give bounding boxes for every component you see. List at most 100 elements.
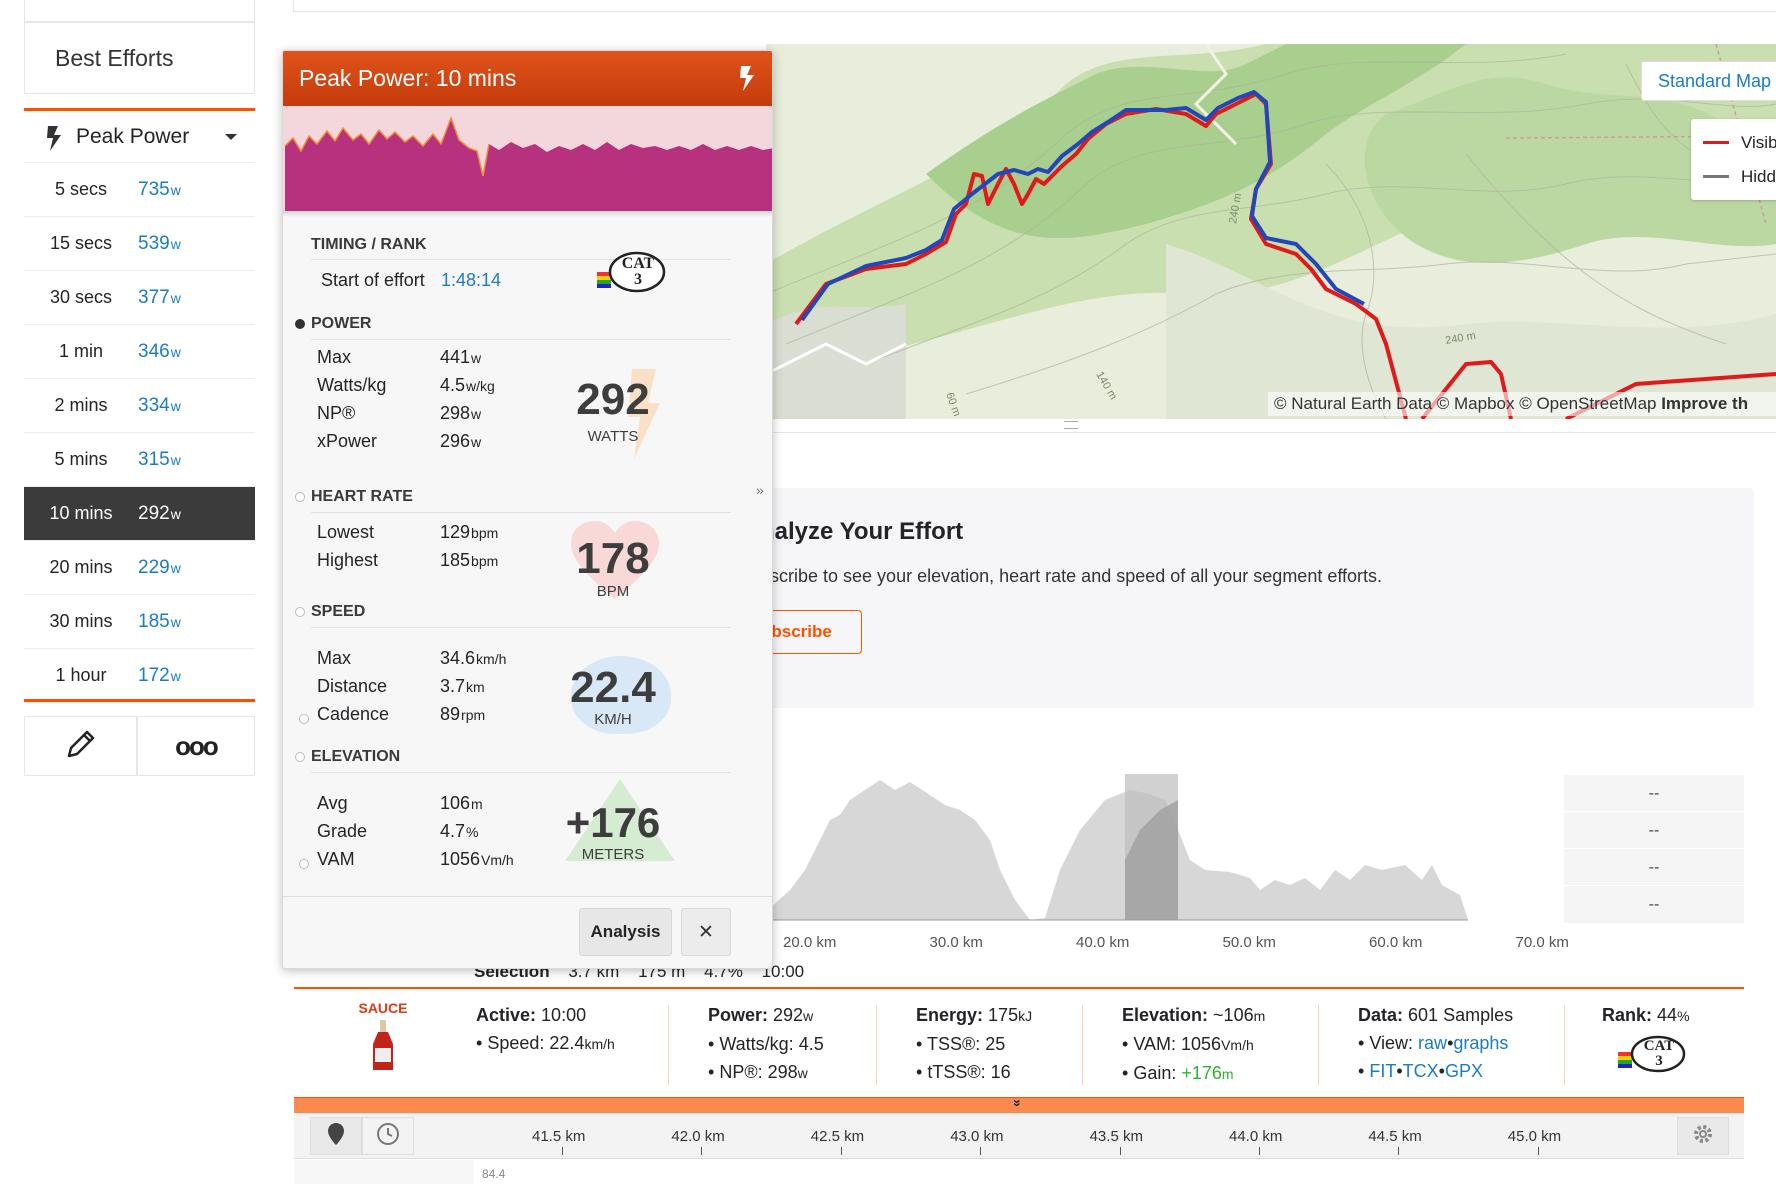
power-big-unit: WATTS <box>587 428 639 445</box>
hr-metric-label: Lowest <box>317 522 375 542</box>
route-map[interactable]: 240 m 240 m 140 m 60 m Standard Map Visi… <box>766 44 1776 419</box>
metric-unit: w <box>471 434 482 450</box>
peak-power-row[interactable]: 2 mins 334w <box>24 379 255 433</box>
elevation-series-dot[interactable] <box>295 752 305 762</box>
timeline-collapse-bar[interactable]: » <box>294 1097 1744 1113</box>
power-metric-label: NP® <box>317 403 356 423</box>
speed-metric-label: Cadence <box>317 704 390 724</box>
elevation-x-tick: 30.0 km <box>929 934 983 951</box>
peak-power-row[interactable]: 5 secs 735w <box>24 163 255 217</box>
elev-metric-value: 1056Vm/h <box>440 849 514 870</box>
standard-map-button[interactable]: Standard Map <box>1641 61 1776 101</box>
edit-button[interactable] <box>24 716 137 776</box>
analyze-effort-panel: nalyze Your Effort bscribe to see your e… <box>750 488 1754 708</box>
popup-expand-icon[interactable]: » <box>756 482 764 498</box>
elevation-area <box>760 780 1468 920</box>
speed-metric-label: Distance <box>317 676 388 696</box>
peak-power-row[interactable]: 10 mins 292w <box>24 487 255 541</box>
rank-cat-text: CAT 3 <box>1643 1038 1675 1069</box>
peak-power-row[interactable]: 15 secs 539w <box>24 217 255 271</box>
metric-number: 185 <box>440 550 471 570</box>
lightning-icon <box>737 64 757 98</box>
elev-metric-label: Avg <box>317 793 348 813</box>
attribution-text: © Natural Earth Data © Mapbox © OpenStre… <box>1274 394 1662 413</box>
energy-value: 175 <box>988 1005 1019 1025</box>
timeline-tick-mark <box>980 1147 982 1155</box>
metric-number: 4.7 <box>440 821 466 841</box>
heart-rate-big-unit: BPM <box>596 583 630 600</box>
tcx-link[interactable]: TCX <box>1402 1061 1439 1081</box>
elevation-profile-chart[interactable] <box>760 770 1765 935</box>
peak-power-duration: 15 secs <box>49 233 113 253</box>
analyze-body: bscribe to see your elevation, heart rat… <box>760 566 1383 586</box>
elev-metric-label: Grade <box>317 821 368 841</box>
timeline-x-tick: 43.0 km <box>950 1128 1004 1145</box>
improve-map-link[interactable]: Improve th <box>1661 394 1749 413</box>
speed-metric-value: 89rpm <box>440 704 485 725</box>
map-resize-handle[interactable] <box>1064 421 1078 429</box>
wkg-value: 4.5 <box>798 1034 824 1054</box>
cat-badge: CAT 3 <box>595 248 667 296</box>
timeline-x-tick: 41.5 km <box>532 1128 586 1145</box>
more-button[interactable]: ooo <box>137 716 255 776</box>
power-series-dot[interactable] <box>295 319 305 329</box>
bullet: • <box>476 1033 483 1053</box>
timeline-x-tick: 43.5 km <box>1089 1128 1143 1145</box>
best-efforts-title: Best Efforts <box>24 22 255 94</box>
peak-power-row[interactable]: 20 mins 229w <box>24 541 255 595</box>
time-mode-button[interactable] <box>362 1117 414 1155</box>
peak-power-row[interactable]: 1 min 346w <box>24 325 255 379</box>
energy-unit: kJ <box>1018 1008 1033 1024</box>
popup-header[interactable]: Peak Power: 10 mins <box>283 51 772 106</box>
speed-unit: km/h <box>584 1036 615 1052</box>
metric-unit: bpm <box>471 553 499 569</box>
speed-metric-value: 3.7km <box>440 676 485 697</box>
cadence-series-dot[interactable] <box>299 714 309 724</box>
elevation-x-tick: 70.0 km <box>1515 934 1569 951</box>
elevation-value: ~106 <box>1213 1005 1254 1025</box>
fit-link[interactable]: FIT <box>1369 1061 1397 1081</box>
stat-divider <box>668 1005 669 1085</box>
timeline-tick-mark <box>1537 1147 1539 1155</box>
power-unit: w <box>803 1008 814 1024</box>
energy-label: Energy: <box>916 1005 984 1025</box>
timeline-x-tick: 44.0 km <box>1229 1128 1283 1145</box>
stat-energy: Energy: 175kJ • TSS®: 25 • tTSS®: 16 <box>916 1001 1032 1086</box>
start-value[interactable]: 1:48:14 <box>441 270 502 290</box>
sauce-bottle-icon <box>369 1020 397 1077</box>
speed-big-unit: KM/H <box>594 711 632 728</box>
peak-power-dropdown[interactable]: Peak Power <box>24 111 255 163</box>
power-title: POWER <box>311 315 372 332</box>
gpx-link[interactable]: GPX <box>1444 1061 1483 1081</box>
peak-power-value: 315w <box>138 449 181 471</box>
sauce-logo[interactable]: SAUCE <box>340 1000 426 1077</box>
sauce-label: SAUCE <box>358 1000 408 1016</box>
peak-power-row[interactable]: 1 hour 172w <box>24 649 255 703</box>
timeline-x-tick: 44.5 km <box>1368 1128 1422 1145</box>
metric-unit: bpm <box>471 525 499 541</box>
view-raw-link[interactable]: raw <box>1418 1033 1448 1053</box>
distance-mode-button[interactable] <box>310 1117 362 1155</box>
heart-watermark-icon <box>571 521 659 599</box>
close-button[interactable]: ✕ <box>681 908 731 956</box>
elevation-side-panel: -- -- -- -- <box>1564 775 1744 925</box>
peak-power-row[interactable]: 30 mins 185w <box>24 595 255 649</box>
analyze-title: nalyze Your Effort <box>760 518 964 545</box>
heart-rate-series-dot[interactable] <box>295 492 305 502</box>
timeline-tick-mark <box>1119 1147 1121 1155</box>
popup-footer-divider <box>283 896 772 897</box>
power-metric-value: 298w <box>440 403 481 424</box>
peak-power-row[interactable]: 30 secs 377w <box>24 271 255 325</box>
view-graphs-link[interactable]: graphs <box>1453 1033 1509 1053</box>
analysis-button[interactable]: Analysis <box>579 908 672 956</box>
bullet: • <box>1358 1033 1365 1053</box>
elevation-big-value: +176 <box>565 799 661 846</box>
timeline-settings-button[interactable] <box>1677 1117 1729 1155</box>
peak-power-row[interactable]: 5 mins 315w <box>24 433 255 487</box>
timeline-tick-mark <box>562 1147 563 1155</box>
speed-series-dot[interactable] <box>295 607 305 617</box>
vam-series-dot[interactable] <box>299 859 309 869</box>
timeline-y-value: 84.4 <box>482 1167 506 1181</box>
power-value: 292 <box>773 1005 804 1025</box>
metric-unit: w/kg <box>466 378 495 394</box>
